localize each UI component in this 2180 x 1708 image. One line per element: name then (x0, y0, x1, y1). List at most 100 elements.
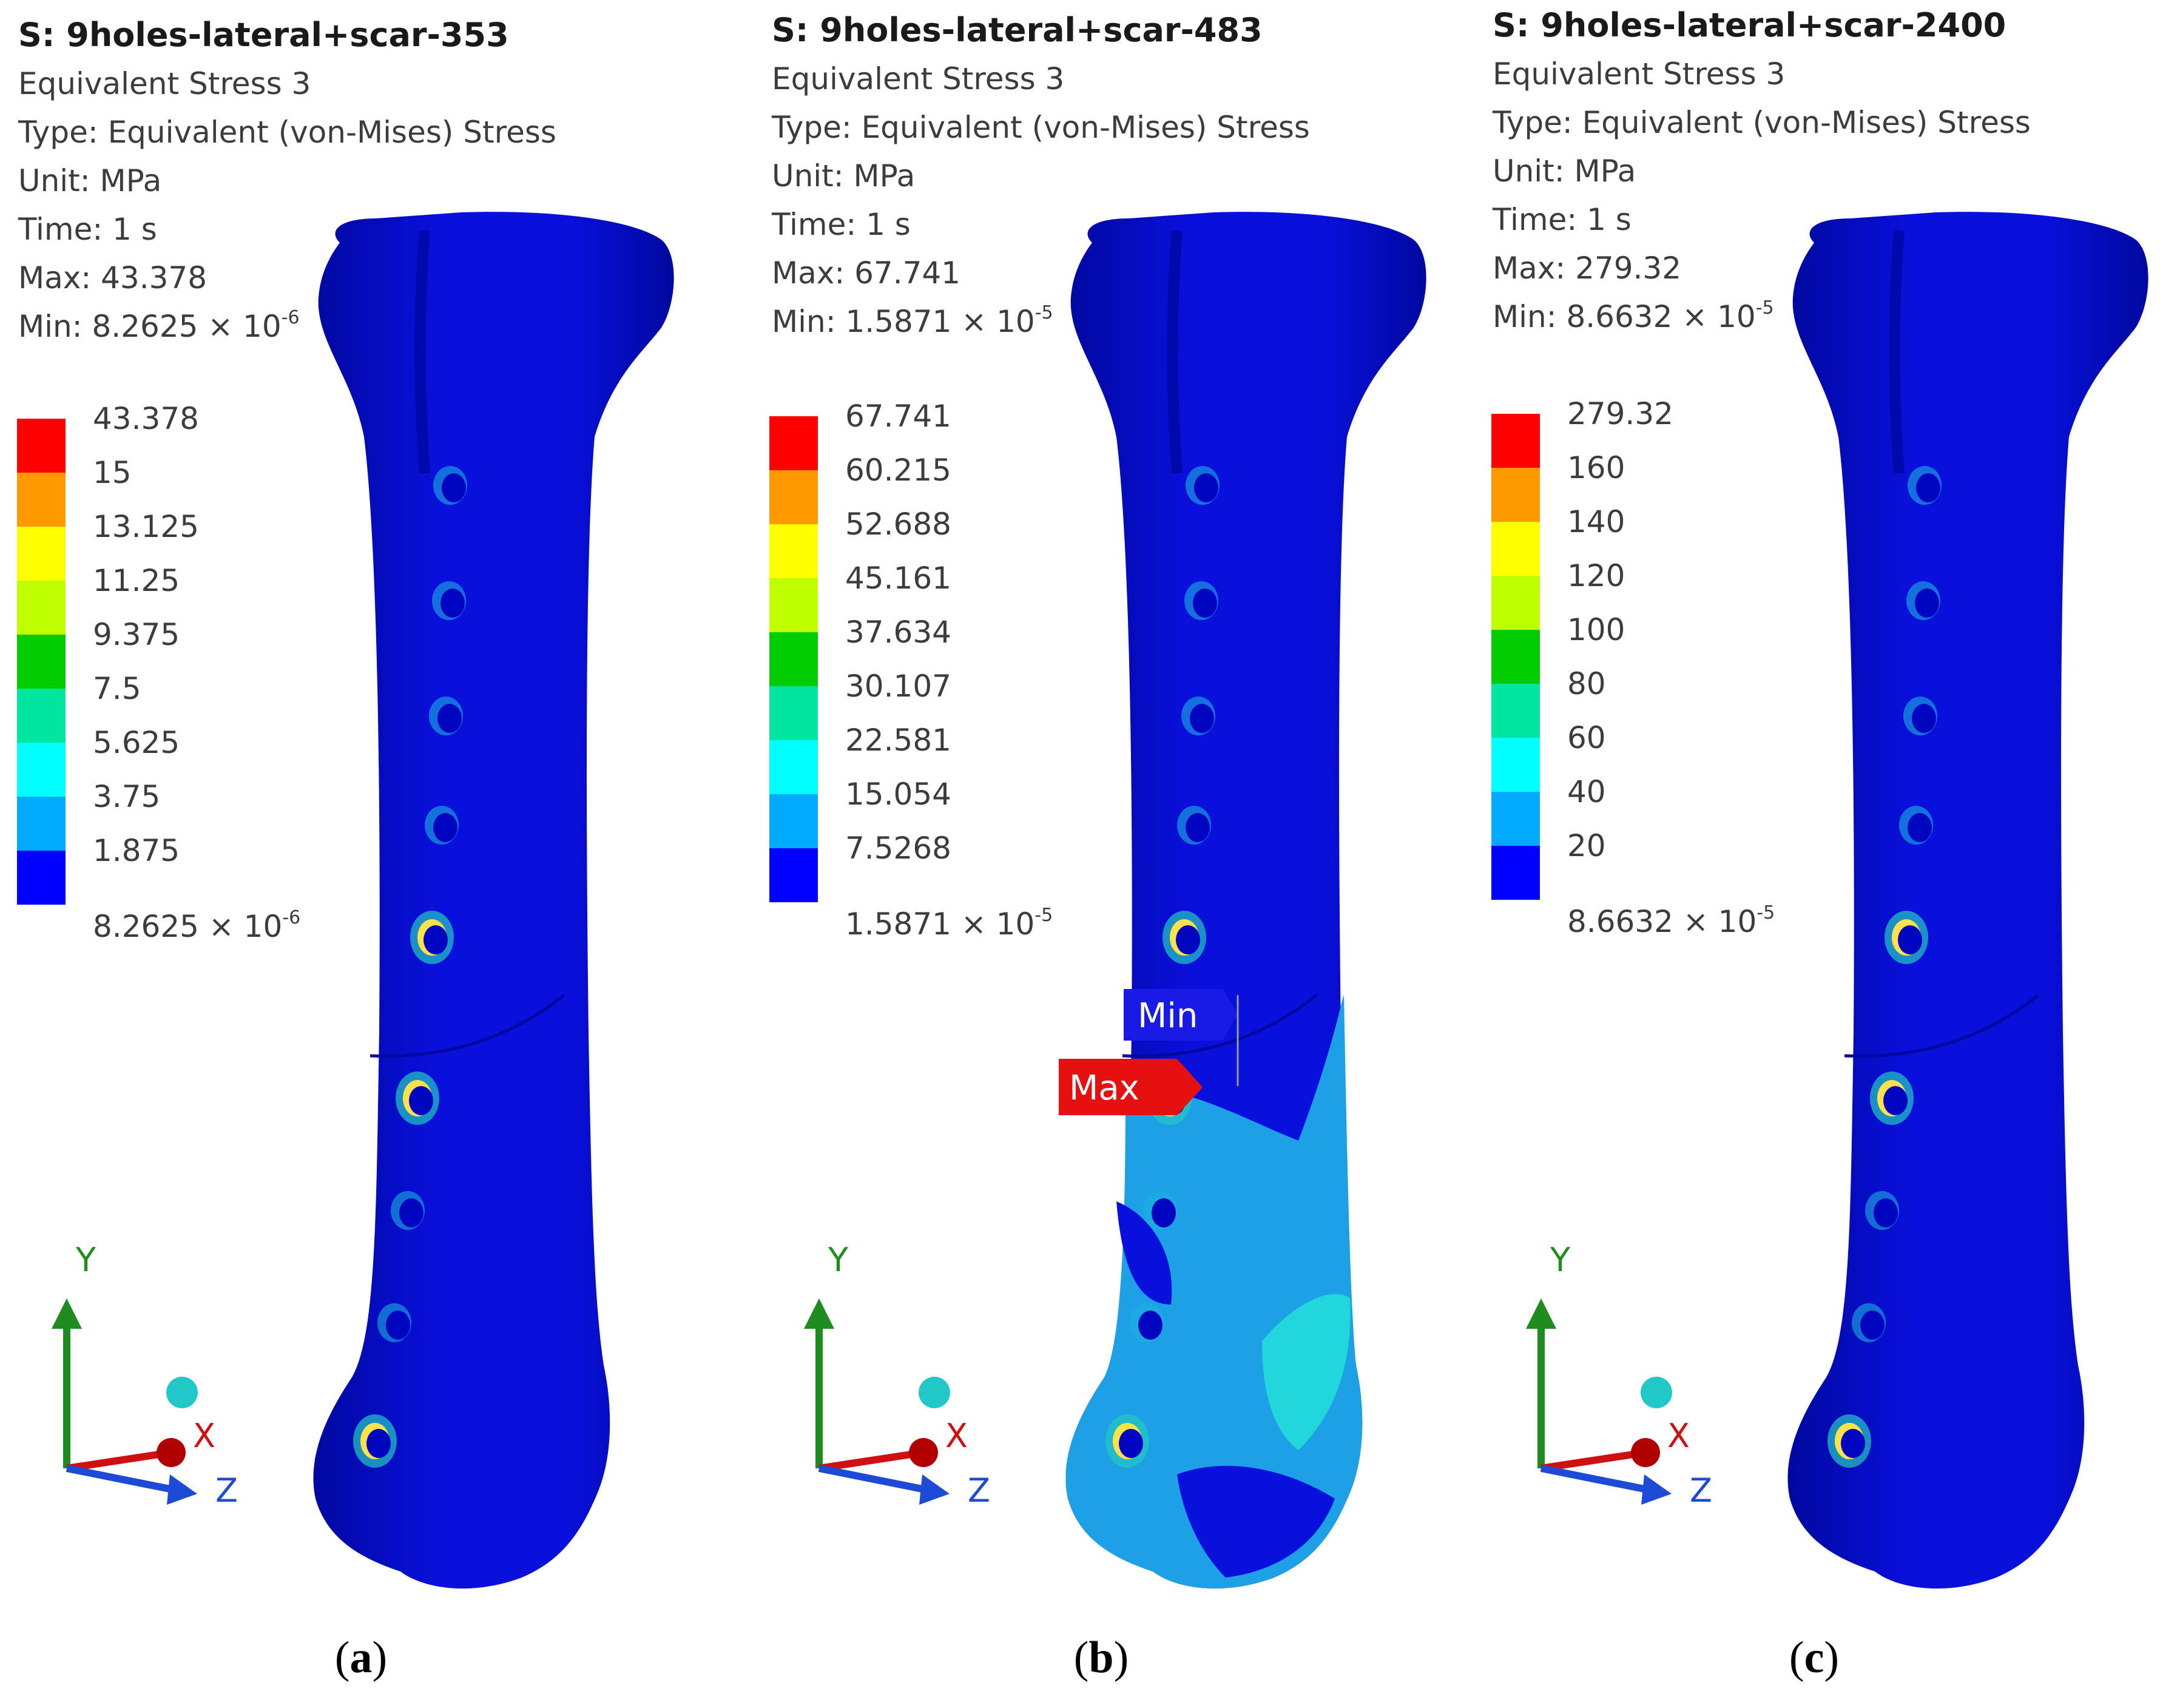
x-axis (818, 1450, 920, 1472)
legend-label: 1.875 (93, 833, 180, 868)
legend-swatch (17, 527, 66, 581)
caption: (a) (334, 1633, 388, 1683)
y-axis-label: Y (828, 1241, 849, 1279)
scar-line (370, 994, 565, 1058)
result-min: Min: 8.6632 × 10-5 (1493, 297, 1774, 335)
z-axis (1540, 1465, 1648, 1493)
screw-hole (1177, 806, 1211, 845)
bone-model (1787, 212, 2148, 1589)
bone-groove (414, 230, 430, 474)
model-view[interactable]: Y XZ (1474, 0, 2180, 1626)
legend-label: 8.2625 × 10-6 (93, 907, 301, 944)
legend-label: 43.378 (93, 401, 199, 436)
legend-label: 100 (1567, 612, 1625, 647)
legend-label: 5.625 (93, 725, 180, 760)
model-view[interactable]: Y XZ (0, 0, 716, 1626)
panel-b: S: 9holes-lateral+scar-483 Equivalent St… (752, 0, 1468, 1708)
axis-triad: Y XZ (1526, 1241, 1712, 1510)
min-probe-label: Min (1138, 996, 1198, 1036)
bone-model (1065, 212, 1426, 1589)
screw-hole (1184, 581, 1218, 620)
bone-shaft (313, 212, 674, 1589)
result-name: Equivalent Stress 3 (772, 61, 1065, 96)
z-axis (818, 1465, 926, 1493)
rotation-center (166, 1377, 198, 1408)
legend-swatch (769, 524, 818, 578)
legend-label: 11.25 (93, 563, 180, 598)
z-axis-label: Z (215, 1471, 238, 1510)
result-time: Time: 1 s (18, 212, 157, 247)
legend-label: 7.5268 (845, 831, 951, 866)
legend-label: 7.5 (93, 671, 141, 706)
screw-hole (1105, 1414, 1149, 1468)
legend-label: 1.5871 × 10-5 (845, 905, 1053, 942)
y-axis-arrow (1526, 1298, 1556, 1329)
screw-hole (1852, 1303, 1886, 1342)
model-view[interactable]: Min Max Y XZ (752, 0, 1468, 1626)
legend-swatch (1491, 792, 1540, 846)
legend-label: 120 (1567, 558, 1625, 593)
screw-hole (1899, 806, 1933, 845)
x-axis-arrow (909, 1438, 938, 1467)
x-axis-label: X (193, 1417, 215, 1455)
result-min: Min: 8.2625 × 10-6 (18, 307, 300, 345)
legend-label: 15 (93, 455, 132, 490)
scar-line (1122, 994, 1318, 1058)
stress-region-low (1177, 1465, 1335, 1578)
y-axis-arrow (52, 1298, 82, 1329)
scar-line (1844, 994, 2040, 1058)
legend-label: 13.125 (93, 509, 199, 544)
caption: (c) (1789, 1633, 1840, 1683)
legend-swatch (1491, 576, 1540, 630)
legend-swatch (1491, 630, 1540, 684)
y-axis-arrow (804, 1298, 834, 1329)
legend-swatch (769, 416, 818, 470)
axis-triad: Y XZ (804, 1241, 990, 1510)
legend-label: 9.375 (93, 617, 180, 652)
legend-label: 52.688 (845, 507, 951, 542)
rotation-center (919, 1377, 950, 1408)
legend-label: 45.161 (845, 561, 951, 596)
result-title: S: 9holes-lateral+scar-2400 (1493, 6, 2006, 44)
x-axis-arrow (157, 1438, 186, 1467)
legend-swatch (769, 794, 818, 848)
legend-label: 279.32 (1567, 396, 1673, 431)
result-type: Type: Equivalent (von-Mises) Stress (18, 115, 556, 150)
legend-swatch (17, 473, 66, 527)
legend-label: 67.741 (845, 399, 951, 434)
legend-swatch (17, 851, 66, 905)
result-unit: Unit: MPa (772, 158, 916, 194)
result-min: Min: 1.5871 × 10-5 (772, 302, 1053, 340)
z-axis-arrow (919, 1474, 950, 1505)
legend-swatch (1491, 738, 1540, 792)
bone-groove (1889, 230, 1905, 474)
legend-label: 20 (1567, 828, 1606, 863)
legend-label: 15.054 (845, 777, 951, 812)
legend-label: 140 (1567, 504, 1625, 539)
legend-swatch (17, 581, 66, 635)
screw-hole (1870, 1072, 1914, 1125)
screw-hole (1130, 1303, 1164, 1342)
result-time: Time: 1 s (772, 207, 911, 242)
screw-hole (391, 1191, 425, 1230)
screw-hole (1903, 697, 1937, 735)
legend-swatch (1491, 846, 1540, 900)
legend-label: 30.107 (845, 669, 951, 704)
screw-hole (1885, 911, 1928, 964)
screw-hole (396, 1072, 439, 1125)
legend-label: 8.6632 × 10-5 (1567, 902, 1775, 939)
result-max: Max: 43.378 (18, 260, 208, 295)
legend-swatch (1491, 468, 1540, 522)
legend-swatch (17, 743, 66, 797)
legend-swatch (17, 635, 66, 689)
result-max: Max: 67.741 (772, 255, 961, 291)
caption: (b) (1073, 1633, 1129, 1683)
x-axis-arrow (1631, 1438, 1660, 1467)
legend-label: 37.634 (845, 615, 951, 650)
result-name: Equivalent Stress 3 (18, 66, 311, 101)
result-header: S: 9holes-lateral+scar-353 Equivalent St… (18, 11, 556, 351)
screw-hole (432, 581, 466, 620)
screw-hole (433, 466, 467, 505)
result-type: Type: Equivalent (von-Mises) Stress (1493, 105, 2031, 140)
result-max: Max: 279.32 (1493, 251, 1682, 286)
